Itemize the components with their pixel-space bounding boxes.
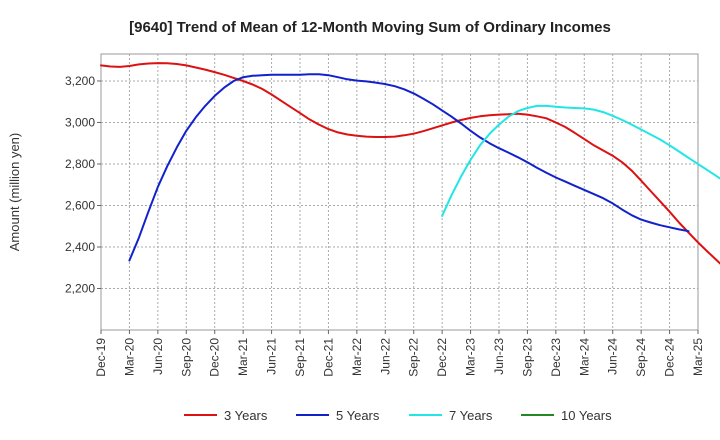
y-axis-label: Amount (million yen) <box>7 133 22 252</box>
x-tick-label: Dec-21 <box>321 338 335 377</box>
grid <box>100 54 699 330</box>
x-tick-label: Mar-20 <box>122 338 136 376</box>
series-group <box>100 62 720 265</box>
y-tick-label: 2,800 <box>65 157 95 171</box>
x-tick-label: Jun-20 <box>151 338 165 375</box>
x-axis: Dec-19 Mar-20 Jun-20 Sep-20 Dec-20 Mar-21 Jun-… <box>94 330 705 377</box>
x-tick-label: Sep-20 <box>179 338 193 377</box>
legend-label-10-years: 10 Years <box>561 408 612 423</box>
series-line-5-years <box>128 73 690 262</box>
legend: 3 Years 5 Years 7 Years 10 Years <box>184 408 612 423</box>
x-tick-label: Dec-24 <box>663 338 677 377</box>
y-tick-label: 3,000 <box>65 115 95 129</box>
series-line-3-years <box>100 62 720 265</box>
y-tick-label: 2,600 <box>65 198 95 212</box>
x-tick-label: Dec-23 <box>549 338 563 377</box>
series-line-7-years <box>441 104 720 217</box>
x-tick-label: Dec-22 <box>435 338 449 377</box>
y-tick-label: 3,200 <box>65 74 95 88</box>
y-axis: 2,200 2,400 2,600 2,800 3,000 3,200 <box>65 74 101 295</box>
x-tick-label: Sep-21 <box>293 338 307 377</box>
legend-label-3-years: 3 Years <box>224 408 268 423</box>
x-tick-label: Mar-22 <box>350 338 364 376</box>
x-tick-label: Sep-23 <box>520 338 534 377</box>
x-tick-label: Jun-22 <box>378 338 392 375</box>
x-tick-label: Dec-20 <box>208 338 222 377</box>
x-tick-label: Mar-24 <box>577 338 591 376</box>
x-tick-label: Mar-25 <box>691 338 705 376</box>
x-tick-label: Jun-23 <box>492 338 506 375</box>
x-tick-label: Mar-21 <box>236 338 250 376</box>
y-tick-label: 2,400 <box>65 240 95 254</box>
x-tick-label: Mar-23 <box>464 338 478 376</box>
y-tick-label: 2,200 <box>65 281 95 295</box>
x-tick-label: Jun-24 <box>606 338 620 375</box>
legend-label-5-years: 5 Years <box>336 408 380 423</box>
x-tick-label: Sep-22 <box>407 338 421 377</box>
x-tick-label: Jun-21 <box>265 338 279 375</box>
x-tick-label: Sep-24 <box>634 338 648 377</box>
plot-frame <box>100 53 699 331</box>
x-tick-label: Dec-19 <box>94 338 108 377</box>
legend-label-7-years: 7 Years <box>449 408 493 423</box>
chart-title: [9640] Trend of Mean of 12-Month Moving … <box>129 19 611 36</box>
